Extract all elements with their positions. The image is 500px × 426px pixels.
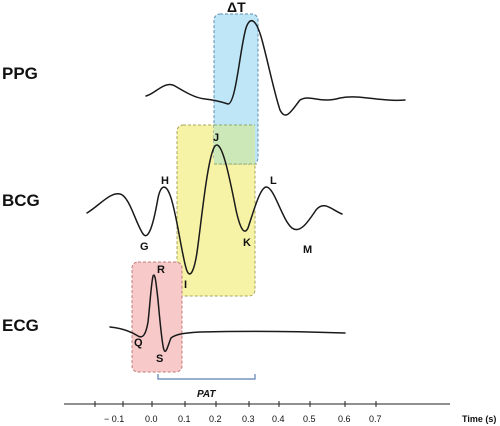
overlap-outline — [214, 124, 258, 165]
overlap-region — [214, 125, 255, 164]
ecg-qrs-box — [131, 261, 183, 373]
tick-label-0-6: 0.6 — [338, 414, 351, 424]
ecg-point-s: S — [156, 353, 163, 365]
tick-label-0-7: 0.7 — [369, 414, 382, 424]
ecg-point-r: R — [157, 264, 165, 276]
tick-label-0-1: 0.1 — [178, 414, 191, 424]
pat-label: PAT — [197, 389, 216, 400]
bcg-point-l: L — [270, 175, 277, 187]
ecg-row-label: ECG — [2, 316, 39, 335]
time-axis-ticks — [94, 401, 377, 407]
ppg-waveform — [145, 19, 406, 116]
tick-label-0-3: 0.3 — [242, 414, 255, 424]
pat-bracket — [157, 374, 256, 380]
delta-t-label: ΔT — [227, 0, 246, 15]
bcg-point-j: J — [213, 132, 219, 144]
bcg-point-k: K — [243, 237, 251, 249]
ecg-point-q: Q — [134, 337, 143, 349]
bcg-waveform — [86, 144, 343, 275]
ppg-row-label: PPG — [2, 64, 38, 83]
ecg-waveform — [109, 274, 346, 352]
tick-label-0-4: 0.4 — [272, 414, 285, 424]
tick-label-0-0: 0.0 — [145, 414, 158, 424]
tick-label-neg-0-1: − 0.1 — [104, 414, 124, 424]
bcg-row-label: BCG — [2, 191, 40, 210]
bcg-point-i: I — [184, 279, 187, 291]
time-axis-title: Time (s) — [462, 414, 496, 424]
tick-label-0-2: 0.2 — [209, 414, 222, 424]
bcg-point-h: H — [161, 175, 169, 187]
tick-label-0-5: 0.5 — [303, 414, 316, 424]
bcg-point-m: M — [303, 244, 312, 256]
bcg-point-g: G — [140, 241, 149, 253]
